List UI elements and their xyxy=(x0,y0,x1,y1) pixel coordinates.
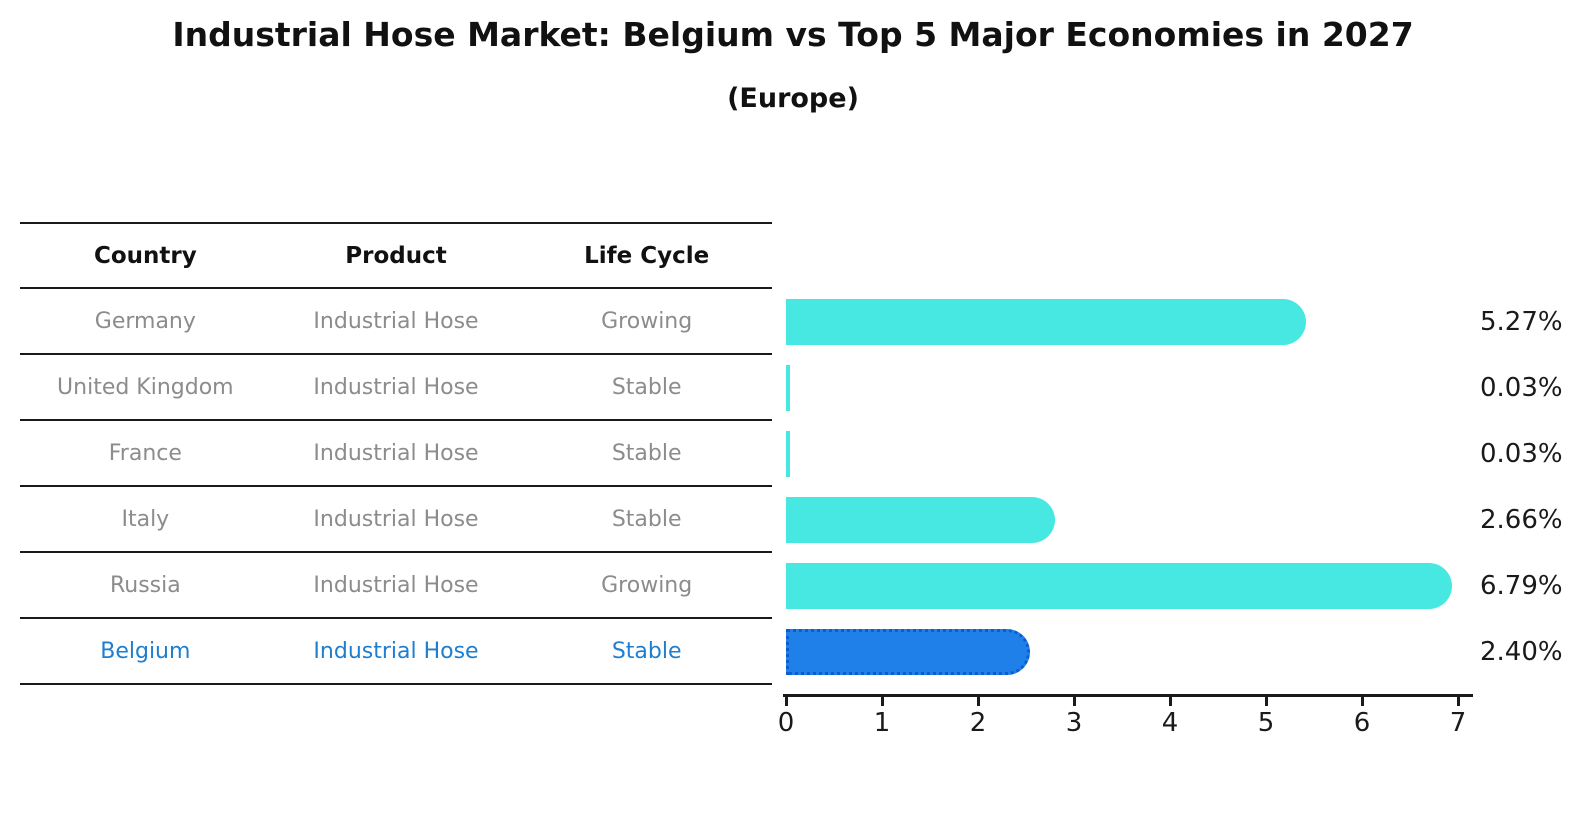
product-cell: Industrial Hose xyxy=(313,572,479,598)
x-axis-tick-label: 3 xyxy=(1065,708,1083,738)
bar-united-kingdom xyxy=(786,365,790,411)
lifecycle-cell: Stable xyxy=(611,638,682,664)
table-row-united-kingdom: United Kingdom Industrial Hose Stable xyxy=(20,355,772,421)
table-row-italy: Italy Industrial Hose Stable xyxy=(20,487,772,553)
bar-value-label-germany: 5.27% xyxy=(1480,307,1563,337)
bar-plot-area xyxy=(786,289,1458,685)
bar-value-label-france: 0.03% xyxy=(1480,439,1563,469)
product-cell: Industrial Hose xyxy=(313,638,479,664)
bar-row-germany xyxy=(786,289,1458,355)
country-cell: Belgium xyxy=(100,638,191,664)
chart-title: Industrial Hose Market: Belgium vs Top 5… xyxy=(172,15,1414,54)
table-row-russia: Russia Industrial Hose Growing xyxy=(20,553,772,619)
table-header-country: Country xyxy=(93,242,197,269)
x-axis: 0 1 2 3 4 5 6 7 xyxy=(778,694,1475,754)
country-cell: United Kingdom xyxy=(57,374,234,400)
bar-russia xyxy=(786,563,1452,609)
table-header-row: Country Product Life Cycle xyxy=(20,222,772,289)
bar-value-labels: 5.27% 0.03% 0.03% 2.66% 6.79% 2.40% xyxy=(1480,289,1580,685)
x-axis-tick xyxy=(1361,697,1364,706)
chart-subtitle: (Europe) xyxy=(727,83,859,114)
table-row-germany: Germany Industrial Hose Growing xyxy=(20,289,772,355)
product-cell: Industrial Hose xyxy=(313,506,479,532)
table-header-product: Product xyxy=(345,242,447,269)
bar-row-italy xyxy=(786,487,1458,553)
country-cell: Russia xyxy=(109,572,181,598)
lifecycle-cell: Growing xyxy=(601,572,693,598)
lifecycle-cell: Stable xyxy=(611,506,682,532)
bar-value-label-belgium: 2.40% xyxy=(1480,637,1563,667)
bar-belgium xyxy=(786,629,1031,675)
product-cell: Industrial Hose xyxy=(313,440,479,466)
x-axis-tick xyxy=(1457,697,1460,706)
x-axis-tick xyxy=(881,697,884,706)
bar-value-label-italy: 2.66% xyxy=(1480,505,1563,535)
table-row-france: France Industrial Hose Stable xyxy=(20,421,772,487)
x-axis-tick xyxy=(785,697,788,706)
country-cell: Italy xyxy=(121,506,170,532)
bar-value-label-russia: 6.79% xyxy=(1480,571,1563,601)
bar-italy xyxy=(786,497,1056,543)
bar-row-belgium xyxy=(786,619,1458,685)
x-axis-tick-label: 0 xyxy=(777,708,795,738)
bar-france xyxy=(786,431,790,477)
table-header-lifecycle: Life Cycle xyxy=(584,242,710,269)
x-axis-tick xyxy=(1073,697,1076,706)
x-axis-tick-label: 6 xyxy=(1353,708,1371,738)
x-axis-tick-label: 7 xyxy=(1449,708,1467,738)
comparison-table: Country Product Life Cycle Germany Indust… xyxy=(20,222,772,685)
x-axis-tick-label: 4 xyxy=(1161,708,1179,738)
table-row-belgium: Belgium Industrial Hose Stable xyxy=(20,619,772,685)
lifecycle-cell: Stable xyxy=(611,440,682,466)
x-axis-tick xyxy=(1265,697,1268,706)
x-axis-tick-label: 2 xyxy=(969,708,987,738)
x-axis-tick xyxy=(1169,697,1172,706)
bar-row-united-kingdom xyxy=(786,355,1458,421)
x-axis-tick xyxy=(977,697,980,706)
table-body: Germany Industrial Hose Growing United King… xyxy=(20,289,772,685)
bar-row-russia xyxy=(786,553,1458,619)
x-axis-tick-label: 5 xyxy=(1257,708,1275,738)
x-axis-line xyxy=(783,694,1473,697)
product-cell: Industrial Hose xyxy=(313,374,479,400)
bar-germany xyxy=(786,299,1306,345)
product-cell: Industrial Hose xyxy=(313,308,479,334)
country-cell: France xyxy=(108,440,182,466)
bar-row-france xyxy=(786,421,1458,487)
bar-value-label-united-kingdom: 0.03% xyxy=(1480,373,1563,403)
country-cell: Germany xyxy=(94,308,196,334)
lifecycle-cell: Growing xyxy=(601,308,693,334)
lifecycle-cell: Stable xyxy=(611,374,682,400)
x-axis-tick-label: 1 xyxy=(873,708,891,738)
